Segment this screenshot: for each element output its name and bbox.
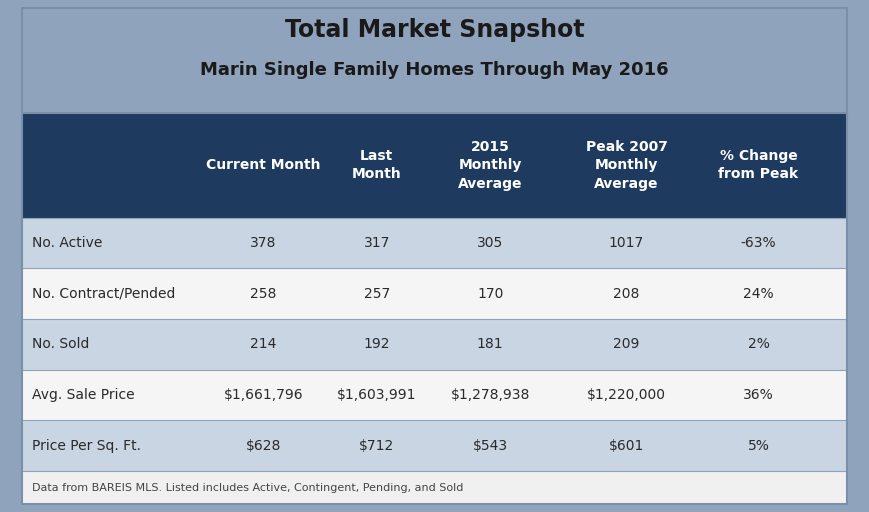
- Text: $1,603,991: $1,603,991: [337, 388, 416, 402]
- Text: 208: 208: [614, 287, 640, 301]
- Text: 317: 317: [363, 236, 390, 250]
- Text: $601: $601: [609, 439, 644, 453]
- Text: No. Sold: No. Sold: [32, 337, 90, 351]
- Text: $712: $712: [359, 439, 395, 453]
- Text: Avg. Sale Price: Avg. Sale Price: [32, 388, 135, 402]
- Text: $1,220,000: $1,220,000: [587, 388, 666, 402]
- Text: 36%: 36%: [743, 388, 774, 402]
- Text: 258: 258: [250, 287, 276, 301]
- Text: 2015
Monthly
Average: 2015 Monthly Average: [458, 140, 522, 190]
- Text: 378: 378: [250, 236, 276, 250]
- Text: Marin Single Family Homes Through May 2016: Marin Single Family Homes Through May 20…: [200, 61, 669, 79]
- Bar: [22, 420, 847, 471]
- Text: Data from BAREIS MLS. Listed includes Active, Contingent, Pending, and Sold: Data from BAREIS MLS. Listed includes Ac…: [32, 483, 463, 493]
- Text: Peak 2007
Monthly
Average: Peak 2007 Monthly Average: [586, 140, 667, 190]
- Text: No. Contract/Pended: No. Contract/Pended: [32, 287, 176, 301]
- Text: 1017: 1017: [609, 236, 644, 250]
- Text: 170: 170: [477, 287, 503, 301]
- Text: Total Market Snapshot: Total Market Snapshot: [285, 18, 584, 42]
- Text: $628: $628: [246, 439, 281, 453]
- Text: 305: 305: [477, 236, 503, 250]
- Text: Price Per Sq. Ft.: Price Per Sq. Ft.: [32, 439, 141, 453]
- Bar: [22, 268, 847, 319]
- Text: $543: $543: [473, 439, 507, 453]
- Text: $1,661,796: $1,661,796: [223, 388, 303, 402]
- Bar: [22, 218, 847, 268]
- Text: 214: 214: [250, 337, 276, 351]
- Text: 181: 181: [477, 337, 503, 351]
- Text: 257: 257: [363, 287, 390, 301]
- Bar: [22, 8, 847, 113]
- Text: 5%: 5%: [747, 439, 769, 453]
- Text: 209: 209: [614, 337, 640, 351]
- Text: Current Month: Current Month: [206, 158, 321, 172]
- Text: No. Active: No. Active: [32, 236, 103, 250]
- Text: % Change
from Peak: % Change from Peak: [719, 149, 799, 181]
- Bar: [22, 471, 847, 504]
- Bar: [22, 370, 847, 420]
- Text: Last
Month: Last Month: [352, 149, 401, 181]
- Bar: [22, 113, 847, 218]
- Text: 192: 192: [363, 337, 390, 351]
- Text: $1,278,938: $1,278,938: [450, 388, 530, 402]
- Text: 24%: 24%: [743, 287, 773, 301]
- Bar: [22, 319, 847, 370]
- Text: -63%: -63%: [740, 236, 776, 250]
- Text: 2%: 2%: [747, 337, 769, 351]
